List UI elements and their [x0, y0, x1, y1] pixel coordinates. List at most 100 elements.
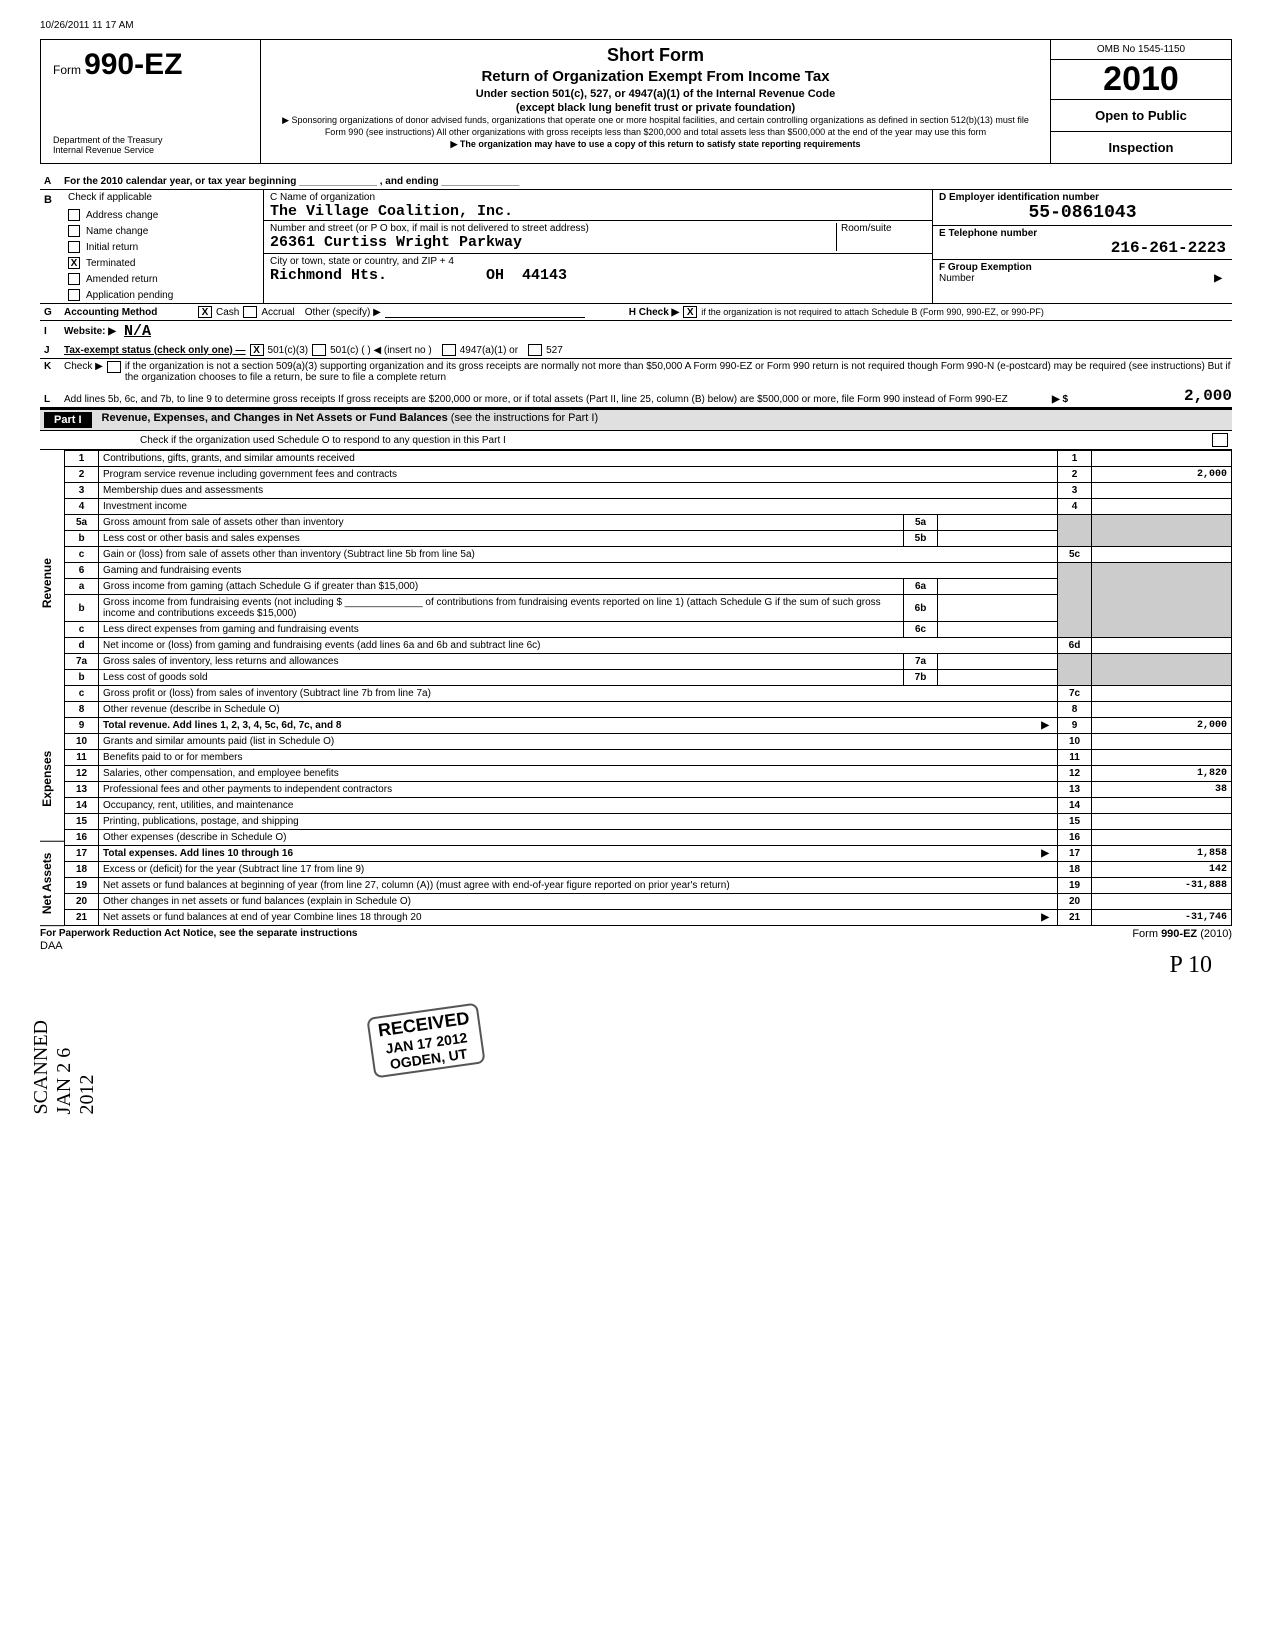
line-14-amt: [1092, 798, 1232, 814]
lbl-501c3: 501(c)(3): [268, 345, 309, 356]
line-17-amt: 1,858: [1092, 846, 1232, 862]
lbl-address-change: Address change: [86, 210, 158, 221]
form-header: Form 990-EZ Department of the Treasury I…: [40, 39, 1232, 164]
line-20-text: Other changes in net assets or fund bala…: [99, 894, 1058, 910]
line-19-amt: -31,888: [1092, 878, 1232, 894]
chk-part1-scheduleO[interactable]: [1212, 433, 1228, 447]
line-15-amt: [1092, 814, 1232, 830]
website-value: N/A: [124, 323, 151, 340]
chk-initial-return[interactable]: [68, 241, 80, 253]
part1-header: Part I Revenue, Expenses, and Changes in…: [40, 409, 1232, 431]
chk-terminated[interactable]: X: [68, 257, 80, 269]
title-paren: (except black lung benefit trust or priv…: [271, 101, 1040, 115]
line-I: I Website: ▶ N/A: [40, 321, 1232, 342]
chk-accrual[interactable]: [243, 306, 257, 318]
chk-cash[interactable]: X: [198, 306, 212, 318]
part1-title: Revenue, Expenses, and Changes in Net As…: [102, 412, 448, 424]
line-9-amt: 2,000: [1092, 718, 1232, 734]
section-revenue: Revenue: [40, 450, 64, 716]
chk-501c3[interactable]: X: [250, 344, 264, 356]
scanned-stamp: SCANNED JAN 2 6 2012: [30, 1020, 99, 1114]
signature: P 10: [40, 952, 1232, 979]
org-city: Richmond Hts. OH 44143: [270, 267, 926, 284]
city-label: City or town, state or country, and ZIP …: [270, 256, 926, 267]
line-12-text: Salaries, other compensation, and employ…: [99, 766, 1058, 782]
lbl-527: 527: [546, 345, 563, 356]
line-6d-text: Net income or (loss) from gaming and fun…: [99, 638, 1058, 654]
line-21-amt: -31,746: [1092, 910, 1232, 926]
line-8-text: Other revenue (describe in Schedule O): [99, 702, 1058, 718]
line-11-amt: [1092, 750, 1232, 766]
year-box: OMB No 1545-1150 2010 Open to Public Ins…: [1051, 40, 1231, 163]
line-A-text: For the 2010 calendar year, or tax year …: [64, 176, 519, 187]
org-col: C Name of organization The Village Coali…: [264, 190, 932, 303]
line-16-amt: [1092, 830, 1232, 846]
line-10-text: Grants and similar amounts paid (list in…: [99, 734, 1058, 750]
chk-H[interactable]: X: [683, 306, 697, 318]
tax-year: 2010: [1051, 60, 1231, 100]
open-public: Open to Public: [1051, 100, 1231, 132]
line-13-text: Professional fees and other payments to …: [99, 782, 1058, 798]
dept-label: Department of the Treasury Internal Reve…: [53, 135, 248, 155]
chk-K[interactable]: [107, 361, 121, 373]
chk-app-pending[interactable]: [68, 289, 80, 301]
line-6a-mid: [938, 579, 1058, 595]
line-13-amt: 38: [1092, 782, 1232, 798]
form-prefix: Form: [53, 63, 81, 77]
lbl-501c: 501(c) ( ) ◀ (insert no ): [330, 345, 432, 356]
I-label: Website: ▶: [64, 326, 116, 337]
line-6a-text: Gross income from gaming (attach Schedul…: [99, 579, 904, 595]
addr-label: Number and street (or P O box, if mail i…: [270, 223, 836, 234]
chk-527[interactable]: [528, 344, 542, 356]
footer-left: For Paperwork Reduction Act Notice, see …: [40, 928, 358, 940]
K-label: Check ▶: [64, 361, 103, 372]
line-G-H: G Accounting Method XCash Accrual Other …: [40, 304, 1232, 321]
section-expenses: Expenses: [40, 716, 64, 842]
line-1-text: Contributions, gifts, grants, and simila…: [99, 451, 1058, 467]
check-col-B: Check if applicable Address change Name …: [64, 190, 264, 303]
F-label: F Group Exemption: [939, 262, 1032, 273]
line-A: A For the 2010 calendar year, or tax yea…: [40, 174, 1232, 190]
K-text: if the organization is not a section 509…: [125, 361, 1232, 383]
chk-name-change[interactable]: [68, 225, 80, 237]
room-label: Room/suite: [841, 223, 926, 234]
right-col: D Employer identification number 55-0861…: [932, 190, 1232, 303]
timestamp: 10/26/2011 11 17 AM: [40, 20, 1232, 31]
chk-amended[interactable]: [68, 273, 80, 285]
line-11-text: Benefits paid to or for members: [99, 750, 1058, 766]
line-1-amt: [1092, 451, 1232, 467]
E-label: E Telephone number: [939, 228, 1226, 239]
line-18-text: Excess or (deficit) for the year (Subtra…: [99, 862, 1058, 878]
title-under: Under section 501(c), 527, or 4947(a)(1)…: [271, 87, 1040, 101]
line-6c-text: Less direct expenses from gaming and fun…: [99, 622, 904, 638]
chk-501c[interactable]: [312, 344, 326, 356]
line-7a-text: Gross sales of inventory, less returns a…: [99, 654, 904, 670]
line-5c-text: Gain or (loss) from sale of assets other…: [99, 547, 1058, 563]
inspection: Inspection: [1051, 132, 1231, 163]
line-7c-text: Gross profit or (loss) from sales of inv…: [99, 686, 1058, 702]
line-7b-text: Less cost of goods sold: [99, 670, 904, 686]
chk-address-change[interactable]: [68, 209, 80, 221]
J-label: Tax-exempt status (check only one) —: [64, 345, 246, 356]
title-sub: Return of Organization Exempt From Incom…: [271, 67, 1040, 87]
line-4-text: Investment income: [99, 499, 1058, 515]
D-label: D Employer identification number: [939, 192, 1226, 203]
title-note2: ▶ The organization may have to use a cop…: [271, 139, 1040, 151]
lbl-name-change: Name change: [86, 226, 148, 237]
line-6b-text: Gross income from fundraising events (no…: [99, 595, 904, 622]
part1-label: Part I: [44, 412, 92, 428]
line-3-amt: [1092, 483, 1232, 499]
part1-check-line: Check if the organization used Schedule …: [40, 431, 1232, 450]
stamp-received: RECEIVED: [377, 1008, 471, 1042]
line-3-text: Membership dues and assessments: [99, 483, 1058, 499]
F-arrow: ▶: [1214, 273, 1222, 284]
line-K: K Check ▶ if the organization is not a s…: [40, 359, 1232, 385]
line-L: L Add lines 5b, 6c, and 7b, to line 9 to…: [40, 385, 1232, 409]
line-6-text: Gaming and fundraising events: [99, 563, 1058, 579]
part1-check-text: Check if the organization used Schedule …: [140, 435, 1208, 446]
line-12-amt: 1,820: [1092, 766, 1232, 782]
chk-4947[interactable]: [442, 344, 456, 356]
F-sub: Number: [939, 273, 975, 284]
line-7a-mid: [938, 654, 1058, 670]
lbl-accrual: Accrual: [261, 307, 294, 318]
